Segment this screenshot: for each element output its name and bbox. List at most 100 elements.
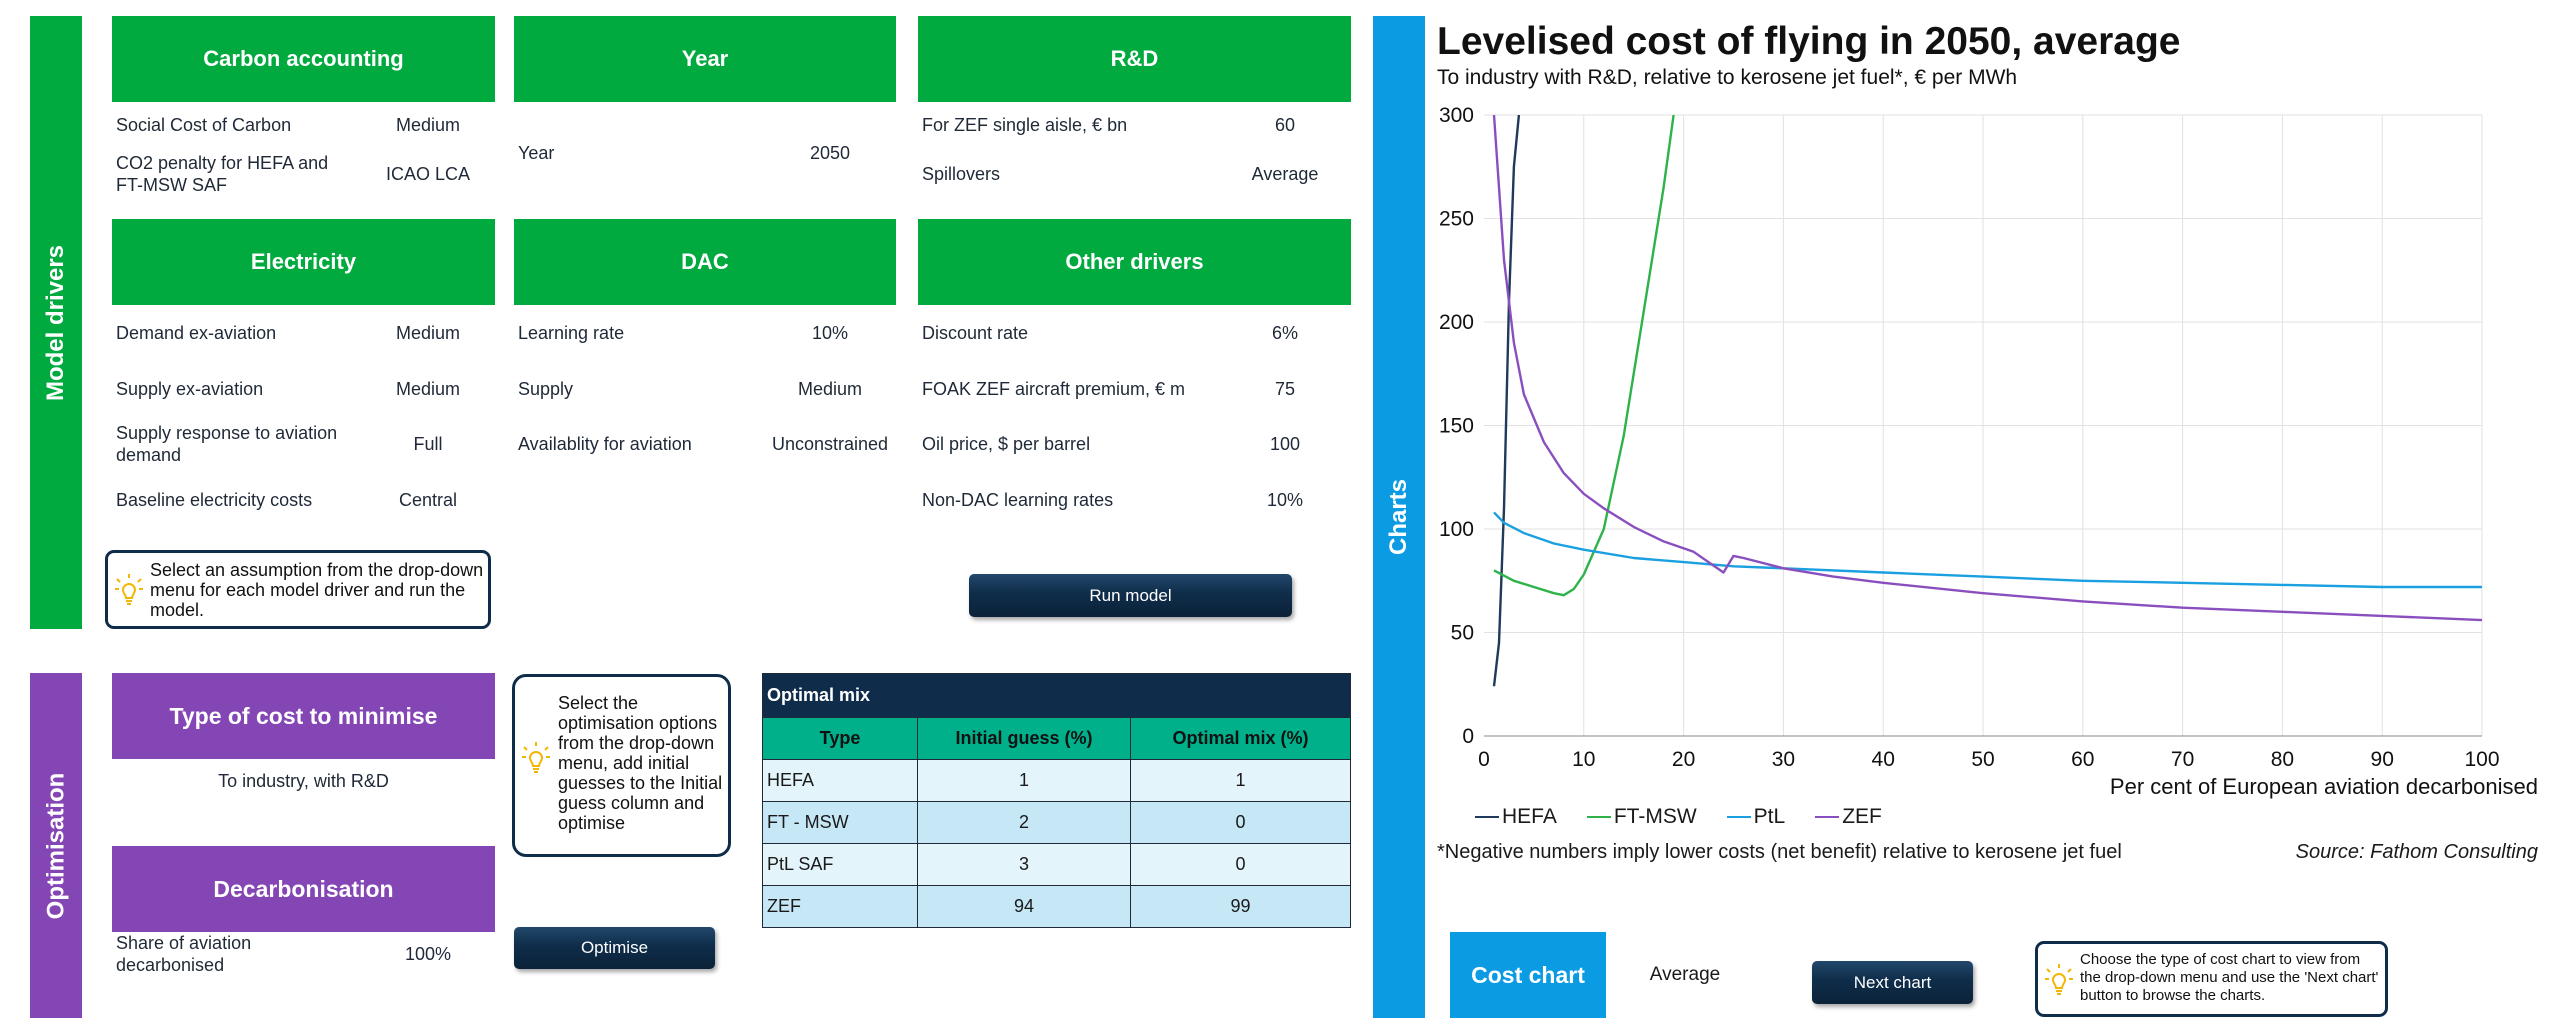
zef-rnd-select[interactable]: 60 <box>1274 115 1296 135</box>
col-header-type: Type <box>762 717 918 760</box>
non-dac-learning-select[interactable]: 10% <box>1266 490 1304 510</box>
optimal-mix-value: 1 <box>1130 759 1351 802</box>
baseline-electricity-select[interactable]: Central <box>398 490 458 510</box>
legend-item-ptl: PtL <box>1726 804 1785 830</box>
share-decarbonised-input[interactable]: 100% <box>404 944 452 964</box>
charts-hint: Choose the type of cost chart to view fr… <box>2035 941 2388 1017</box>
baseline-electricity-label: Baseline electricity costs <box>116 490 313 510</box>
dac-supply-select[interactable]: Medium <box>797 379 863 399</box>
initial-guess-input[interactable]: 94 <box>917 885 1131 928</box>
discount-rate-select[interactable]: 6% <box>1271 323 1298 343</box>
initial-guess-input[interactable]: 2 <box>917 801 1131 844</box>
demand-ex-aviation-label: Demand ex-aviation <box>116 323 277 343</box>
spillovers-label: Spillovers <box>922 164 1001 184</box>
chart-title: Levelised cost of flying in 2050, averag… <box>1437 20 2181 63</box>
co2-penalty-label: CO2 penalty for HEFA and FT-MSW SAF <box>116 153 329 195</box>
supply-response-label: Supply response to aviation demand <box>116 423 338 465</box>
other-drivers-header: Other drivers <box>918 219 1351 305</box>
x-tick-label: 0 <box>1478 748 1490 771</box>
x-tick-label: 70 <box>2171 748 2194 771</box>
model-drivers-bar: Model drivers <box>30 16 82 629</box>
chart-series <box>1492 114 2483 687</box>
discount-rate-label: Discount rate <box>922 323 1029 343</box>
series-line-ft-msw <box>1493 114 1675 597</box>
cost-chart-header: Cost chart <box>1450 932 1606 1018</box>
social-cost-carbon-select[interactable]: Medium <box>395 115 461 135</box>
carbon-accounting-header: Carbon accounting <box>112 16 495 102</box>
x-tick-label: 30 <box>1772 748 1795 771</box>
learning-rate-label: Learning rate <box>518 323 625 343</box>
col-header-optimal-mix: Optimal mix (%) <box>1130 717 1351 760</box>
year-header: Year <box>514 16 896 102</box>
supply-ex-aviation-select[interactable]: Medium <box>395 379 461 399</box>
y-tick-label: 0 <box>1462 725 1474 748</box>
non-dac-learning-label: Non-DAC learning rates <box>922 490 1114 510</box>
row-type: HEFA <box>762 759 918 802</box>
foak-premium-label: FOAK ZEF aircraft premium, € m <box>922 379 1186 399</box>
table-row: PtL SAF 3 0 <box>762 843 1351 886</box>
supply-ex-aviation-label: Supply ex-aviation <box>116 379 264 399</box>
model-drivers-hint: Select an assumption from the drop-down … <box>105 550 491 629</box>
oil-price-select[interactable]: 100 <box>1269 434 1301 454</box>
year-select[interactable]: 2050 <box>809 143 851 163</box>
spillovers-select[interactable]: Average <box>1251 164 1319 184</box>
chart-footnote: *Negative numbers imply lower costs (net… <box>1437 841 2122 863</box>
initial-guess-input[interactable]: 1 <box>917 759 1131 802</box>
electricity-header: Electricity <box>112 219 495 305</box>
optimisation-hint-text: Select the optimisation options from the… <box>558 693 723 833</box>
run-model-button[interactable]: Run model <box>969 574 1292 617</box>
model-drivers-label: Model drivers <box>42 244 70 401</box>
demand-ex-aviation-select[interactable]: Medium <box>395 323 461 343</box>
row-type: PtL SAF <box>762 843 918 886</box>
cost-chart-select[interactable]: Average <box>1649 964 1721 985</box>
optimal-mix-value: 0 <box>1130 801 1351 844</box>
co2-penalty-select[interactable]: ICAO LCA <box>385 164 471 184</box>
table-row: ZEF 94 99 <box>762 885 1351 928</box>
optimise-button[interactable]: Optimise <box>514 927 715 969</box>
x-axis-label: Per cent of European aviation decarbonis… <box>2110 774 2538 799</box>
x-tick-label: 100 <box>2464 748 2499 771</box>
dac-header: DAC <box>514 219 896 305</box>
y-tick-label: 50 <box>1451 622 1474 645</box>
x-tick-label: 20 <box>1672 748 1695 771</box>
optimisation-bar: Optimisation <box>30 673 82 1018</box>
x-tick-label: 40 <box>1872 748 1895 771</box>
initial-guess-input[interactable]: 3 <box>917 843 1131 886</box>
x-tick-label: 90 <box>2371 748 2394 771</box>
foak-premium-select[interactable]: 75 <box>1274 379 1296 399</box>
year-label: Year <box>518 143 555 163</box>
legend-item-hefa: HEFA <box>1475 804 1557 830</box>
table-row: HEFA 1 1 <box>762 759 1351 802</box>
share-decarbonised-label: Share of aviation decarbonised <box>116 933 252 975</box>
dac-supply-label: Supply <box>518 379 574 399</box>
col-header-initial-guess: Initial guess (%) <box>917 717 1131 760</box>
dac-availability-select[interactable]: Unconstrained <box>771 434 889 454</box>
lightbulb-icon <box>115 574 143 605</box>
lightbulb-icon <box>522 742 550 773</box>
legend-item-zef: ZEF <box>1815 804 1882 830</box>
optimal-mix-title: Optimal mix <box>762 673 1351 718</box>
optimal-mix-table: Optimal mix Type Initial guess (%) Optim… <box>762 673 1351 928</box>
cost-type-header: Type of cost to minimise <box>112 673 495 759</box>
zef-rnd-label: For ZEF single aisle, € bn <box>922 115 1128 135</box>
legend-item-ft-msw: FT-MSW <box>1586 804 1697 830</box>
cost-line-chart: 0 50 100 150 200 250 300 0 10 20 30 40 50 60 70 80 90 100… <box>1439 104 2538 799</box>
row-type: FT - MSW <box>762 801 918 844</box>
y-tick-label: 300 <box>1439 104 1474 127</box>
next-chart-button[interactable]: Next chart <box>1812 961 1973 1004</box>
cost-type-select[interactable]: To industry, with R&D <box>218 771 389 791</box>
row-type: ZEF <box>762 885 918 928</box>
series-line-hefa <box>1492 114 1521 687</box>
lightbulb-icon <box>2045 964 2073 995</box>
x-tick-label: 10 <box>1572 748 1595 771</box>
series-line-ptl <box>1493 511 2482 589</box>
x-tick-label: 50 <box>1971 748 1994 771</box>
supply-response-select[interactable]: Full <box>413 434 443 454</box>
model-drivers-hint-text: Select an assumption from the drop-down … <box>150 560 484 620</box>
charts-bar: Charts <box>1373 16 1425 1018</box>
optimal-mix-value: 0 <box>1130 843 1351 886</box>
y-tick-label: 250 <box>1439 208 1474 231</box>
chart-axes: 0 50 100 150 200 250 300 0 10 20 30 40 50 60 70 80 90 100 <box>1439 104 2500 771</box>
learning-rate-select[interactable]: 10% <box>811 323 849 343</box>
oil-price-label: Oil price, $ per barrel <box>922 434 1091 454</box>
